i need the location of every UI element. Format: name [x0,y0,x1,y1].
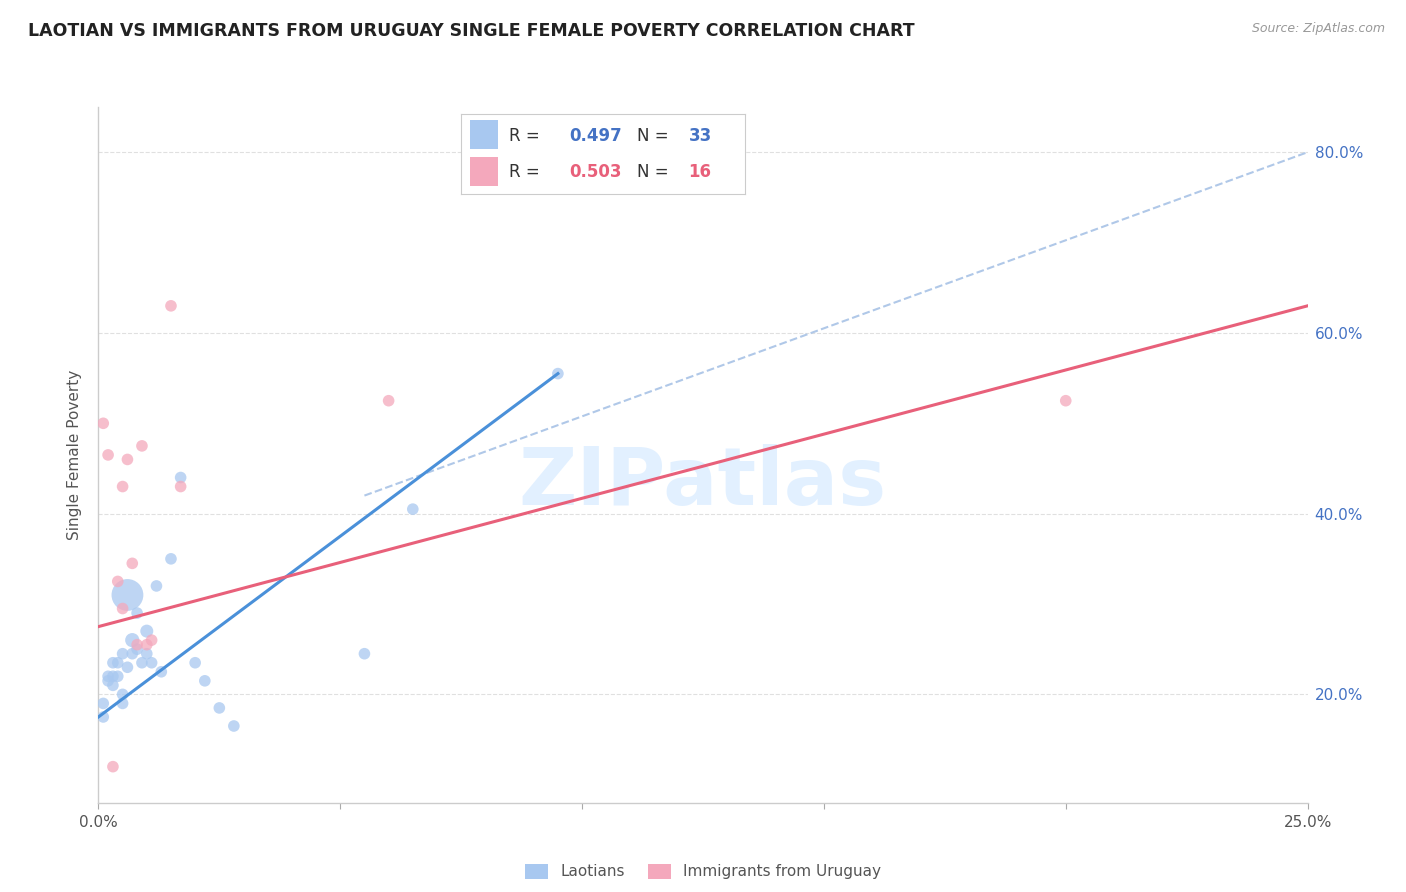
Point [121,557,143,571]
Point [91,697,114,711]
Point [194,673,217,688]
Point [91,710,114,724]
Point [145,579,167,593]
Point [135,624,157,639]
Point [107,669,129,683]
Point [127,642,149,657]
Point [184,656,207,670]
Point [1054,393,1077,408]
Point [121,633,143,648]
Point [117,588,139,602]
Point [160,299,183,313]
Point [101,759,124,773]
Point [111,601,134,615]
Point [131,439,153,453]
Point [91,417,114,431]
Text: LAOTIAN VS IMMIGRANTS FROM URUGUAY SINGLE FEMALE POVERTY CORRELATION CHART: LAOTIAN VS IMMIGRANTS FROM URUGUAY SINGL… [28,22,915,40]
Point [150,665,173,679]
Text: Source: ZipAtlas.com: Source: ZipAtlas.com [1251,22,1385,36]
Point [169,479,191,493]
Point [111,647,134,661]
Point [169,470,191,484]
Point [101,678,124,692]
Point [97,673,120,688]
Point [107,656,129,670]
Point [131,656,153,670]
Point [377,393,399,408]
Point [127,606,149,620]
Point [111,479,134,493]
Text: ZIPatlas: ZIPatlas [519,443,887,522]
Point [117,660,139,674]
Point [141,656,163,670]
Point [222,719,245,733]
Point [402,502,425,516]
Point [160,551,183,566]
Point [107,574,129,589]
Point [111,687,134,701]
Point [101,656,124,670]
Point [117,452,139,467]
Point [135,647,157,661]
Point [101,669,124,683]
Point [97,448,120,462]
Legend: Laotians, Immigrants from Uruguay: Laotians, Immigrants from Uruguay [519,858,887,886]
Point [353,647,375,661]
Y-axis label: Single Female Poverty: Single Female Poverty [67,370,83,540]
Point [547,367,569,381]
Point [208,701,231,715]
Point [121,647,143,661]
Point [127,638,149,652]
Point [111,697,134,711]
Point [97,669,120,683]
Point [135,638,157,652]
Point [141,633,163,648]
